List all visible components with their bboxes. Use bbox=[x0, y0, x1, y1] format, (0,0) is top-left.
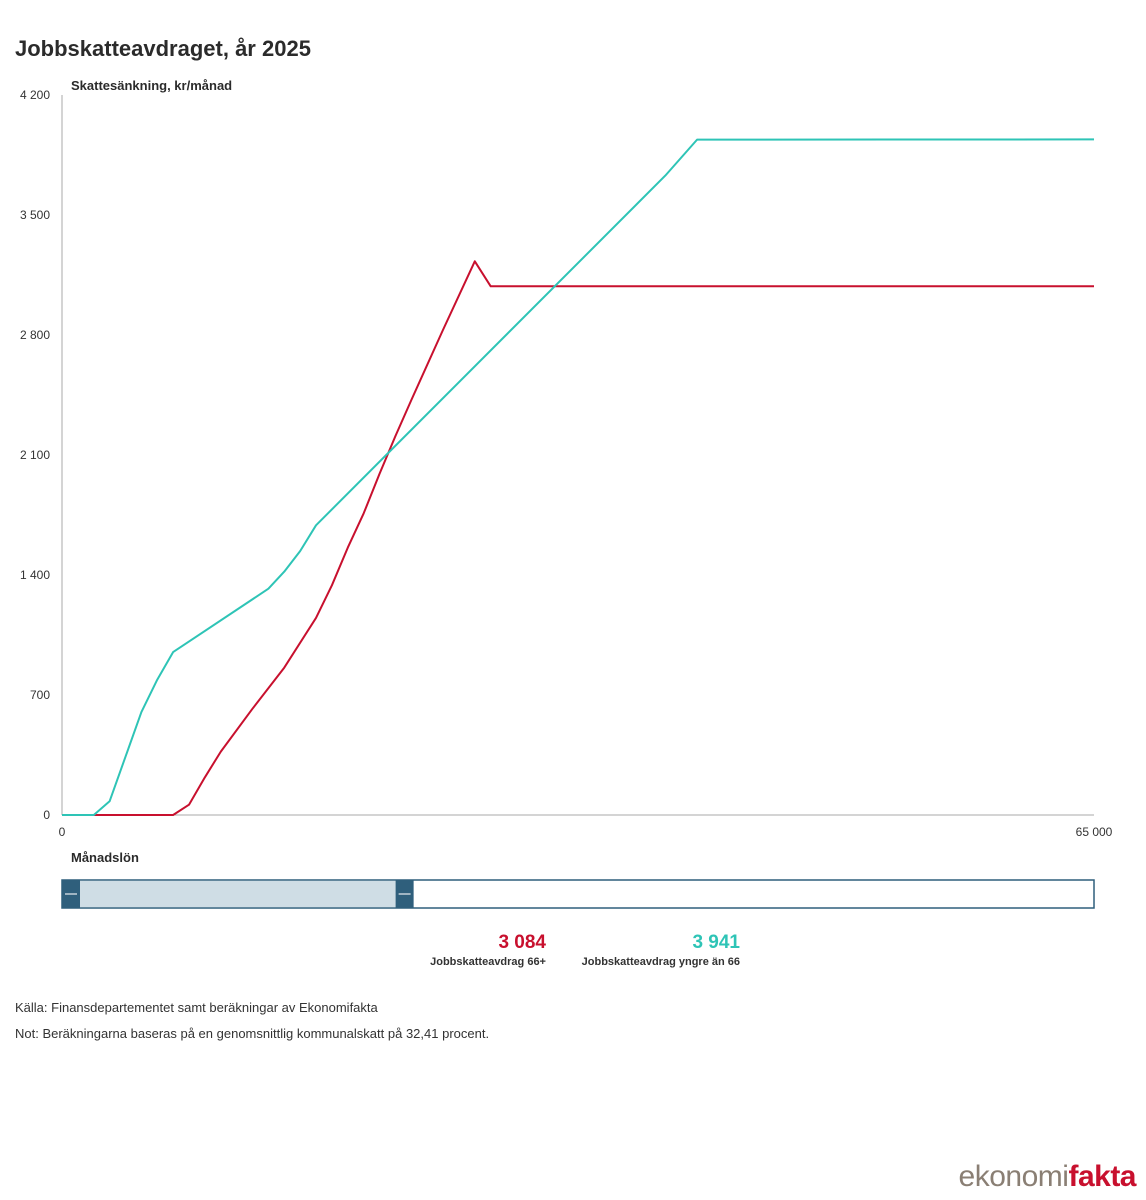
footnote: Not: Beräkningarna baseras på en genomsn… bbox=[15, 1026, 490, 1041]
y-tick-label: 1 400 bbox=[20, 568, 50, 582]
x-tick-label: 65 000 bbox=[1076, 825, 1113, 839]
legend-item-under-66: 3 941 Jobbskatteavdrag yngre än 66 bbox=[582, 932, 740, 968]
y-tick-label: 3 500 bbox=[20, 208, 50, 222]
y-tick-label: 4 200 bbox=[20, 88, 50, 102]
legend-label-under-66: Jobbskatteavdrag yngre än 66 bbox=[581, 956, 740, 968]
y-tick-label: 700 bbox=[30, 688, 50, 702]
legend-label-66-plus: Jobbskatteavdrag 66+ bbox=[430, 956, 546, 968]
y-tick-label: 0 bbox=[43, 808, 50, 822]
chart-title: Jobbskatteavdraget, år 2025 bbox=[15, 36, 311, 61]
legend-value-under-66: 3 941 bbox=[692, 932, 740, 953]
legend-item-66-plus: 3 084 Jobbskatteavdrag 66+ bbox=[430, 932, 546, 968]
y-axis-label: Skattesänkning, kr/månad bbox=[71, 78, 233, 93]
y-tick-label: 2 800 bbox=[20, 328, 50, 342]
y-tick-label: 2 100 bbox=[20, 448, 50, 462]
series-line-66-plus bbox=[62, 260, 1094, 816]
series-line-under-66 bbox=[62, 138, 1095, 816]
line-chart: 0 700 1 400 2 100 2 800 3 500 4 200 0 65 000 bbox=[20, 88, 1113, 909]
x-axis-label: Månadslön bbox=[71, 850, 139, 865]
logo-part-fakta: fakta bbox=[1068, 1160, 1136, 1193]
x-tick-label: 0 bbox=[59, 825, 66, 839]
range-slider-selection bbox=[62, 881, 405, 907]
logo-part-ekonomi: ekonomi bbox=[958, 1160, 1069, 1193]
source-note: Källa: Finansdepartementet samt beräknin… bbox=[15, 1000, 378, 1015]
legend-value-66-plus: 3 084 bbox=[498, 932, 546, 953]
ekonomifakta-logo: ekonomifakta bbox=[958, 1160, 1137, 1194]
